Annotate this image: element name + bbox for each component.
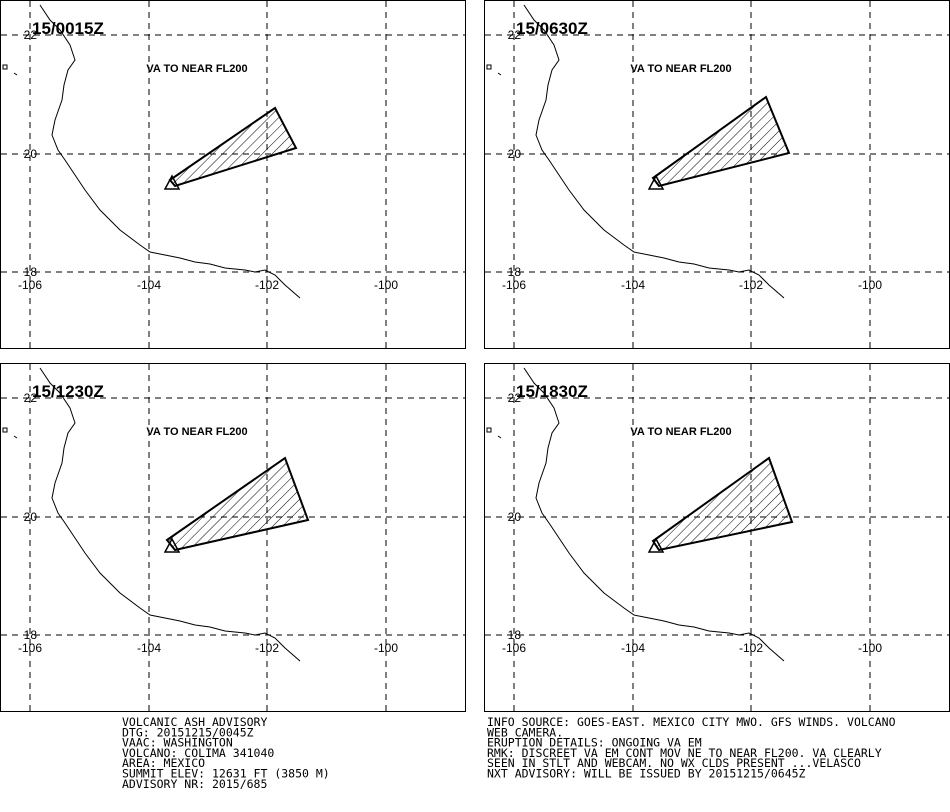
- panel-annotation: VA TO NEAR FL200: [146, 63, 247, 75]
- ash-area: [165, 456, 310, 552]
- advisory-line: VAAC: WASHINGTON: [122, 736, 233, 750]
- lon-label: -100: [858, 641, 882, 655]
- panel-time: 15/0630Z: [516, 19, 588, 38]
- coastline: [523, 4, 785, 299]
- panel-annotation: VA TO NEAR FL200: [630, 63, 731, 75]
- lat-label: 22: [508, 391, 522, 405]
- panel-border: [484, 0, 950, 349]
- lon-label: -100: [858, 278, 882, 292]
- panel-border: [0, 0, 466, 349]
- advisory-line: VOLCANO: COLIMA 341040: [122, 746, 274, 760]
- map-panel: 22 20 18-106 -104 -102 -100 15/1830Z VA TO NEAR…: [484, 363, 950, 712]
- coastline: [523, 367, 785, 662]
- volcano-marker: [163, 537, 181, 553]
- lat-label: 20: [508, 510, 522, 524]
- lat-label: 22: [24, 391, 38, 405]
- lat-label: 22: [24, 28, 38, 42]
- lon-label: -102: [739, 278, 763, 292]
- ash-area: [651, 95, 791, 188]
- lon-label: -104: [621, 278, 645, 292]
- lon-label: -106: [502, 278, 526, 292]
- panel-time: 15/1230Z: [32, 382, 104, 401]
- advisory-line: INFO SOURCE: GOES-EAST. MEXICO CITY MWO.…: [487, 715, 896, 729]
- lat-label: 20: [24, 510, 38, 524]
- ash-area: [651, 456, 794, 552]
- panel-time: 15/0015Z: [32, 19, 104, 38]
- advisory-line: RMK: DISCREET VA EM CONT MOV NE TO NEAR …: [487, 746, 882, 760]
- advisory-line: VOLCANIC ASH ADVISORY: [122, 715, 267, 729]
- lat-label: 18: [24, 265, 38, 279]
- island: [2, 64, 18, 76]
- lon-label: -102: [255, 641, 279, 655]
- island: [486, 64, 502, 76]
- lat-label: 20: [508, 147, 522, 161]
- volcano-marker: [647, 174, 665, 190]
- volcano-marker: [163, 174, 181, 190]
- advisory-line: SEEN IN STLT AND WEBCAM. NO WX CLDS PRES…: [487, 756, 861, 770]
- island: [486, 427, 502, 439]
- map-panel: 22 20 18-106 -104 -102 -100 15/0630Z VA TO NEAR…: [484, 0, 950, 349]
- lon-label: -106: [18, 278, 42, 292]
- map-panel: 22 20 18-106 -104 -102 -100 15/0015Z VA TO NEAR…: [0, 0, 466, 349]
- ash-area: [168, 106, 298, 188]
- lon-label: -100: [374, 278, 398, 292]
- lon-label: -100: [374, 641, 398, 655]
- lat-label: 18: [24, 628, 38, 642]
- lon-label: -102: [255, 278, 279, 292]
- panel-annotation: VA TO NEAR FL200: [146, 426, 247, 438]
- coastline: [39, 367, 301, 662]
- lon-label: -102: [739, 641, 763, 655]
- lon-label: -106: [18, 641, 42, 655]
- lat-label: 18: [508, 628, 522, 642]
- volcano-marker: [647, 537, 665, 553]
- lon-label: -104: [621, 641, 645, 655]
- map-panel: 22 20 18-106 -104 -102 -100 15/1230Z VA TO NEAR…: [0, 363, 466, 712]
- advisory-line: WEB CAMERA.: [487, 725, 563, 739]
- lon-label: -104: [137, 278, 161, 292]
- advisory-line: SUMMIT ELEV: 12631 FT (3850 M): [122, 767, 330, 781]
- advisory-line: AREA: MEXICO: [122, 756, 205, 770]
- lat-label: 20: [24, 147, 38, 161]
- lat-label: 18: [508, 265, 522, 279]
- advisory-line: ADVISORY NR: 2015/685: [122, 777, 267, 791]
- lon-label: -104: [137, 641, 161, 655]
- lat-label: 22: [508, 28, 522, 42]
- panel-annotation: VA TO NEAR FL200: [630, 426, 731, 438]
- advisory-line: DTG: 20151215/0045Z: [122, 725, 254, 739]
- coastline: [39, 4, 301, 299]
- lon-label: -106: [502, 641, 526, 655]
- panel-border: [0, 363, 466, 712]
- island: [2, 427, 18, 439]
- panel-time: 15/1830Z: [516, 382, 588, 401]
- advisory-line: NXT ADVISORY: WILL BE ISSUED BY 20151215…: [487, 767, 806, 781]
- advisory-line: ERUPTION DETAILS: ONGOING VA EM: [487, 736, 702, 750]
